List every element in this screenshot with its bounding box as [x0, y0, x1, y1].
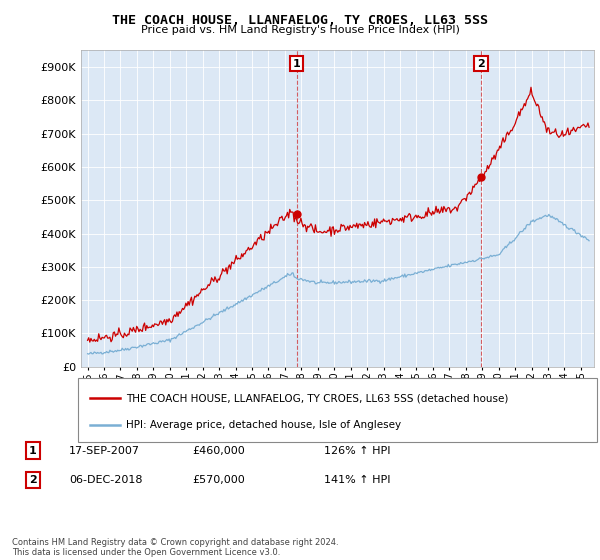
- Text: THE COACH HOUSE, LLANFAELOG, TY CROES, LL63 5SS: THE COACH HOUSE, LLANFAELOG, TY CROES, L…: [112, 14, 488, 27]
- Text: Contains HM Land Registry data © Crown copyright and database right 2024.
This d: Contains HM Land Registry data © Crown c…: [12, 538, 338, 557]
- Text: HPI: Average price, detached house, Isle of Anglesey: HPI: Average price, detached house, Isle…: [126, 420, 401, 430]
- Text: 2: 2: [477, 59, 485, 69]
- Text: 1: 1: [293, 59, 301, 69]
- Text: THE COACH HOUSE, LLANFAELOG, TY CROES, LL63 5SS (detached house): THE COACH HOUSE, LLANFAELOG, TY CROES, L…: [126, 394, 508, 403]
- Text: Price paid vs. HM Land Registry's House Price Index (HPI): Price paid vs. HM Land Registry's House …: [140, 25, 460, 35]
- Text: 1: 1: [29, 446, 37, 456]
- Text: 141% ↑ HPI: 141% ↑ HPI: [324, 475, 391, 485]
- Text: 06-DEC-2018: 06-DEC-2018: [69, 475, 143, 485]
- Text: 17-SEP-2007: 17-SEP-2007: [69, 446, 140, 456]
- Text: £460,000: £460,000: [192, 446, 245, 456]
- Text: £570,000: £570,000: [192, 475, 245, 485]
- Text: 2: 2: [29, 475, 37, 485]
- Text: 126% ↑ HPI: 126% ↑ HPI: [324, 446, 391, 456]
